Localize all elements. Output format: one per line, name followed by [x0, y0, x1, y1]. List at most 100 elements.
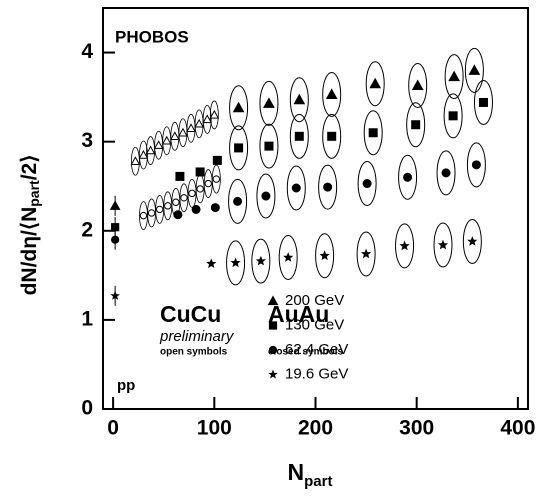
- auau-point: [411, 120, 421, 130]
- systematic-ellipse: [226, 240, 246, 286]
- systematic-ellipse: [363, 110, 383, 156]
- auau-point: [263, 97, 275, 108]
- y-label-sub: part: [26, 180, 42, 207]
- cucu-point: [145, 145, 156, 155]
- systematic-ellipse: [356, 231, 376, 277]
- cucu-point: [164, 202, 172, 210]
- legend-marker: [268, 321, 278, 330]
- auau-point: [191, 204, 201, 214]
- systematic-ellipse: [315, 233, 335, 279]
- systematic-ellipse: [365, 61, 385, 107]
- auau-point: [230, 257, 241, 268]
- cucu-point: [202, 114, 213, 124]
- auau-point: [399, 240, 410, 251]
- systematic-ellipse: [462, 218, 482, 264]
- systematic-ellipse: [444, 54, 464, 100]
- systematic-ellipse: [259, 123, 279, 169]
- cucu-point: [155, 205, 164, 214]
- pp-point: [109, 200, 121, 210]
- x-label-sub: part: [304, 473, 332, 490]
- legend-marker: [267, 295, 279, 306]
- systematic-ellipse: [209, 100, 219, 130]
- systematic-ellipse: [322, 71, 342, 117]
- x-tick-label: 100: [197, 417, 232, 440]
- systematic-ellipse: [433, 222, 453, 268]
- pp-point: [111, 235, 120, 244]
- auau-point: [467, 236, 478, 246]
- cucu-point: [169, 131, 180, 141]
- auau-label: AuAu: [268, 301, 329, 327]
- auau-point: [233, 196, 243, 206]
- cucu-point: [180, 194, 188, 202]
- systematic-ellipse: [130, 146, 140, 176]
- systematic-ellipse: [289, 113, 309, 159]
- cucu-point: [139, 211, 148, 220]
- y-axis-label: dN/dη/⟨Npart/2⟩: [18, 155, 42, 296]
- auau-point: [478, 97, 488, 107]
- y-label-part: dN/dη/⟨N: [18, 207, 41, 296]
- systematic-ellipse: [202, 104, 212, 134]
- cucu-point: [153, 140, 164, 149]
- y-tick-label: 4: [81, 40, 93, 63]
- x-tick-label: 200: [298, 417, 333, 440]
- systematic-ellipse: [251, 238, 271, 284]
- auau-point: [293, 93, 306, 105]
- y-label-part: /2⟩: [18, 155, 41, 181]
- y-tick-label: 3: [81, 129, 93, 152]
- cucu-label: CuCu: [160, 301, 221, 327]
- legend-marker: [268, 345, 278, 355]
- open-symbols-label: open symbols: [160, 347, 228, 358]
- x-axis-label: Npart: [288, 459, 333, 490]
- systematic-ellipse: [443, 93, 463, 139]
- y-tick-label: 1: [81, 307, 93, 330]
- x-tick-label: 300: [399, 417, 434, 440]
- systematic-ellipse: [406, 102, 426, 148]
- legend-label: 130 GeV: [285, 316, 344, 333]
- systematic-ellipse: [473, 79, 493, 125]
- auau-point: [323, 182, 333, 192]
- auau-point: [206, 258, 217, 269]
- cucu-point: [130, 156, 141, 165]
- auau-point: [325, 88, 338, 99]
- cucu-point: [161, 135, 172, 145]
- systematic-ellipse: [357, 161, 377, 207]
- systematic-ellipse: [436, 150, 456, 196]
- systematic-ellipse: [408, 63, 428, 109]
- systematic-ellipse: [289, 77, 309, 123]
- systematic-ellipse: [398, 154, 418, 200]
- auau-point: [291, 183, 301, 193]
- systematic-ellipse: [229, 125, 249, 171]
- cucu-point: [194, 118, 204, 128]
- cucu-point: [172, 198, 180, 206]
- auau-point: [369, 77, 382, 89]
- systematic-ellipse: [229, 85, 249, 131]
- cucu-point: [186, 123, 196, 132]
- auau-point: [261, 191, 271, 201]
- x-label-part: N: [288, 459, 305, 485]
- auau-point: [232, 101, 245, 113]
- legend-label: 200 GeV: [285, 292, 344, 309]
- cucu-point: [204, 179, 212, 188]
- legend-label: 19.6 GeV: [285, 365, 348, 382]
- systematic-ellipse: [286, 165, 306, 211]
- auau-point: [210, 203, 220, 213]
- systematic-ellipse: [318, 164, 338, 210]
- auau-point: [234, 143, 244, 153]
- auau-point: [448, 70, 460, 82]
- systematic-ellipse: [228, 178, 248, 224]
- cucu-point: [212, 175, 221, 183]
- auau-point: [441, 168, 451, 178]
- auau-point: [327, 131, 337, 141]
- auau-point: [212, 155, 222, 165]
- systematic-ellipse: [259, 80, 279, 126]
- auau-point: [195, 167, 205, 177]
- systematic-ellipse: [278, 235, 298, 281]
- cucu-point: [147, 209, 156, 217]
- auau-point: [283, 252, 294, 262]
- auau-point: [255, 255, 267, 266]
- x-tick-label: 400: [500, 417, 535, 440]
- cucu-point: [209, 109, 220, 119]
- pp-label: pp: [117, 377, 135, 394]
- auau-point: [319, 250, 330, 261]
